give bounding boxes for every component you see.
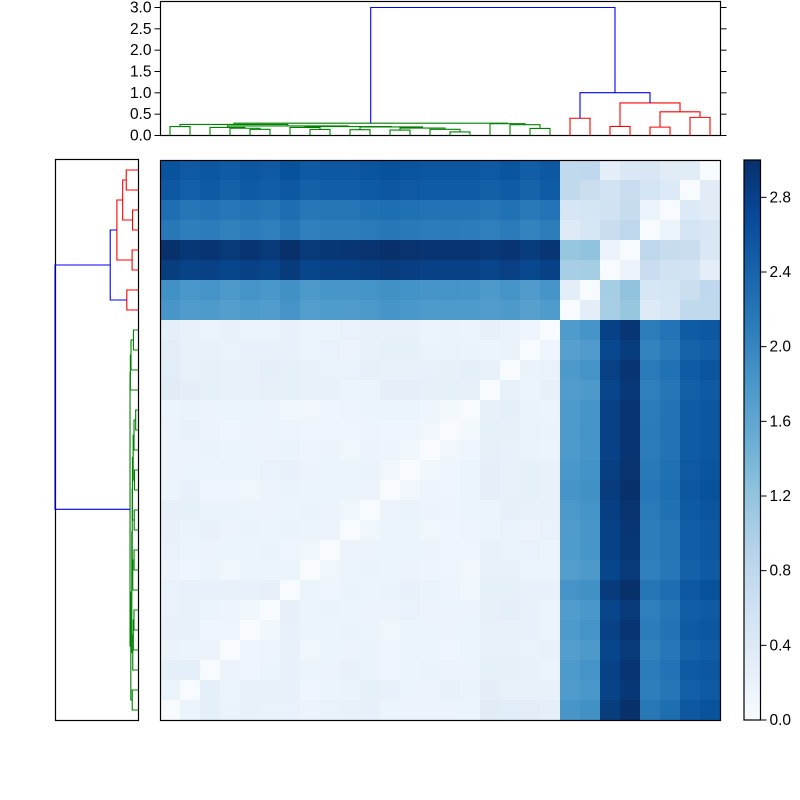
svg-text:1.2: 1.2: [770, 488, 792, 505]
svg-text:2.4: 2.4: [770, 264, 792, 281]
svg-text:2.8: 2.8: [770, 189, 792, 206]
svg-text:1.0: 1.0: [130, 85, 152, 102]
svg-text:2.5: 2.5: [130, 21, 152, 38]
svg-text:2.0: 2.0: [770, 339, 792, 356]
svg-text:3.0: 3.0: [130, 0, 152, 17]
svg-text:2.0: 2.0: [130, 42, 152, 59]
svg-text:0.4: 0.4: [770, 637, 792, 654]
svg-text:1.5: 1.5: [130, 64, 152, 81]
svg-text:0.0: 0.0: [770, 712, 792, 729]
svg-text:0.8: 0.8: [770, 563, 792, 580]
svg-text:0.5: 0.5: [130, 106, 152, 123]
svg-text:1.6: 1.6: [770, 413, 792, 430]
svg-text:0.0: 0.0: [130, 128, 152, 145]
